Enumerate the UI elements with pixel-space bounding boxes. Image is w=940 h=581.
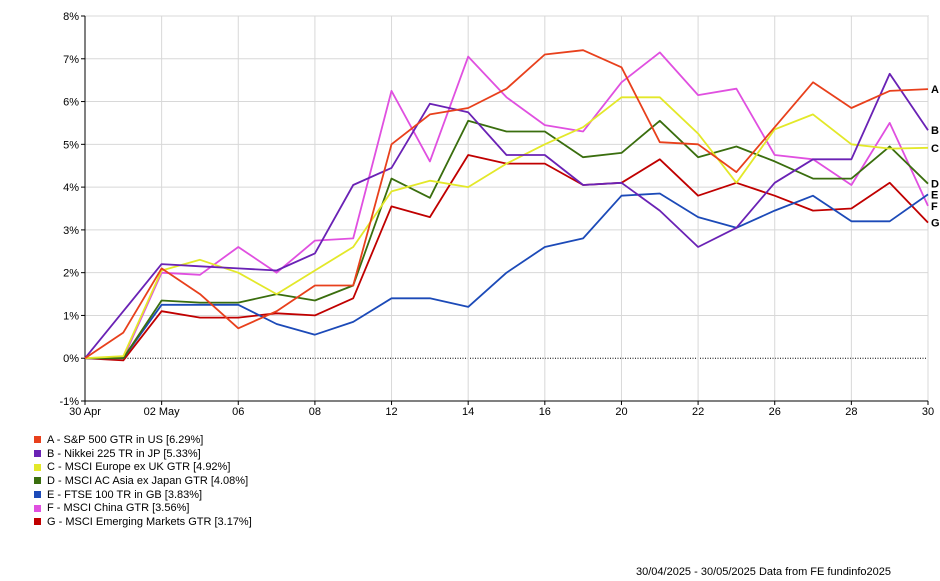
legend-swatch-d — [34, 477, 41, 485]
legend-swatch-b — [34, 450, 41, 458]
y-tick-label: 6% — [63, 97, 79, 109]
end-label-b: B — [931, 125, 939, 137]
end-label-a: A — [931, 84, 939, 96]
y-tick-label: 4% — [63, 182, 79, 194]
legend-swatch-g — [34, 518, 41, 526]
y-tick-label: 3% — [63, 225, 79, 237]
line-chart: -1% 0% 1% 2% 3% 4% 5% 6% 7% 8% 30 Apr 02 May 06 08 12 1… — [59, 11, 940, 418]
x-tick-label: 30 — [922, 406, 934, 418]
grid — [84, 15, 929, 402]
footer-note: 30/04/2025 - 30/05/2025 Data from FE fun… — [636, 566, 892, 578]
legend-label-b: B - Nikkei 225 TR in JP [5.33%] — [47, 447, 201, 460]
legend-item-f[interactable]: F - MSCI China GTR [3.56%] — [34, 501, 252, 515]
legend-swatch-a — [34, 436, 41, 444]
x-tick-label: 20 — [615, 406, 627, 418]
end-label-g: G — [931, 218, 940, 230]
legend-item-b[interactable]: B - Nikkei 225 TR in JP [5.33%] — [34, 447, 252, 461]
x-tick-label: 28 — [845, 406, 857, 418]
series-line-e — [85, 192, 929, 360]
legend-label-d: D - MSCI AC Asia ex Japan GTR [4.08%] — [47, 474, 249, 487]
legend-item-e[interactable]: E - FTSE 100 TR in GB [3.83%] — [34, 488, 252, 502]
legend-item-d[interactable]: D - MSCI AC Asia ex Japan GTR [4.08%] — [34, 474, 252, 488]
legend-item-c[interactable]: C - MSCI Europe ex UK GTR [4.92%] — [34, 460, 252, 474]
y-tick-label: 2% — [63, 268, 79, 280]
legend-label-g: G - MSCI Emerging Markets GTR [3.17%] — [47, 515, 252, 528]
x-tick-label: 02 May — [144, 406, 181, 418]
series-line-b — [84, 72, 929, 359]
series-line-d — [85, 119, 929, 360]
x-tick-label: 30 Apr — [69, 406, 101, 418]
legend-label-e: E - FTSE 100 TR in GB [3.83%] — [47, 488, 203, 501]
end-label-f: F — [931, 201, 938, 213]
series-line-f — [85, 51, 929, 360]
y-tick-label: 1% — [63, 310, 79, 322]
series-line-g — [84, 154, 929, 362]
y-tick-label: 5% — [63, 139, 79, 151]
end-label-c: C — [931, 143, 939, 155]
x-tick-label: 06 — [232, 406, 244, 418]
legend-label-a: A - S&P 500 GTR in US [6.29%] — [47, 433, 204, 446]
legend-item-a[interactable]: A - S&P 500 GTR in US [6.29%] — [34, 433, 252, 447]
y-tick-label: 8% — [63, 11, 79, 23]
x-tick-label: 14 — [462, 406, 474, 418]
x-tick-label: 16 — [539, 406, 551, 418]
y-tick-label: -1% — [59, 396, 79, 408]
legend-swatch-f — [34, 504, 41, 512]
legend-label-f: F - MSCI China GTR [3.56%] — [47, 502, 190, 515]
legend-item-g[interactable]: G - MSCI Emerging Markets GTR [3.17%] — [34, 515, 252, 529]
series-lines — [84, 49, 929, 362]
end-label-e: E — [931, 190, 938, 202]
series-line-a — [84, 49, 929, 359]
series-line-c — [84, 96, 929, 360]
end-label-d: D — [931, 179, 939, 191]
axes: -1% 0% 1% 2% 3% 4% 5% 6% 7% 8% 30 Apr 02 May 06 08 12 1… — [59, 11, 934, 418]
y-tick-label: 0% — [63, 353, 79, 365]
legend: A - S&P 500 GTR in US [6.29%] B - Nikkei… — [34, 433, 252, 529]
x-tick-label: 26 — [769, 406, 781, 418]
x-tick-label: 22 — [692, 406, 704, 418]
legend-swatch-e — [34, 491, 41, 499]
x-tick-label: 08 — [309, 406, 321, 418]
legend-swatch-c — [34, 463, 41, 471]
x-tick-label: 12 — [385, 406, 397, 418]
plot-frame — [84, 15, 929, 402]
y-tick-label: 7% — [63, 54, 79, 66]
legend-label-c: C - MSCI Europe ex UK GTR [4.92%] — [47, 461, 231, 474]
